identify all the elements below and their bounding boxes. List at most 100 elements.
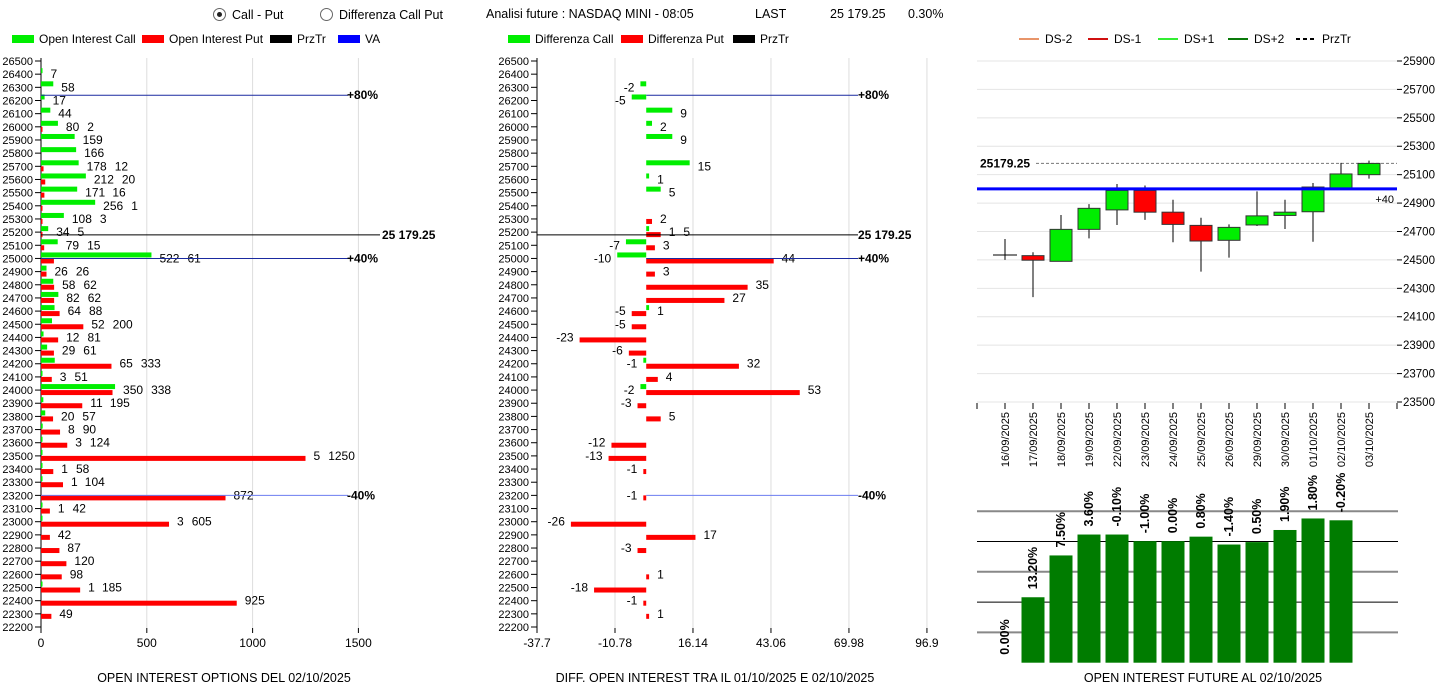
y-tick-label: 23000 xyxy=(2,517,33,529)
put-value-label: 120 xyxy=(74,554,94,568)
strike-value-labels: 79 15 xyxy=(66,238,101,252)
future-oi-bar xyxy=(1077,534,1101,663)
candle-body xyxy=(1301,186,1325,213)
radio-differenza[interactable]: Differenza Call Put xyxy=(320,8,443,22)
diff-call-label: 15 xyxy=(698,159,712,173)
candle-body xyxy=(1105,189,1129,211)
put-bar xyxy=(41,166,44,172)
y-tick-label: 22300 xyxy=(498,609,529,621)
diff-put-label: -26 xyxy=(548,515,566,529)
radio-differenza-label: Differenza Call Put xyxy=(339,8,443,22)
diff-call-label: 9 xyxy=(680,133,687,147)
call-value-label: 79 xyxy=(66,238,80,252)
diff-put-label: 1 xyxy=(657,607,664,621)
y-tick-label: 23900 xyxy=(2,398,33,410)
diff-negative-labels: -3 xyxy=(621,396,632,410)
y-tick-label: 23500 xyxy=(1403,397,1435,409)
strike-value-labels: 1 58 xyxy=(61,462,89,476)
put-value-label: 1250 xyxy=(328,449,355,463)
strike-value-labels: 1 185 xyxy=(88,581,122,595)
diff-positive-labels: 1 xyxy=(657,567,664,581)
y-tick-label: 24200 xyxy=(2,359,33,371)
strike-value-labels: 64 88 xyxy=(68,304,103,318)
y-tick-label: 24600 xyxy=(2,306,33,318)
bar-value-label: 0.00% xyxy=(998,619,1012,654)
y-tick-label: 24500 xyxy=(2,319,33,331)
call-bar xyxy=(41,397,44,403)
put-value-label: 16 xyxy=(112,186,126,200)
diff-put-bar xyxy=(631,311,647,317)
y-tick-label: 24900 xyxy=(1403,198,1435,210)
put-value-label: 1 xyxy=(131,199,138,213)
diff-put-bar xyxy=(646,613,650,619)
put-bar xyxy=(41,482,64,488)
candle-body xyxy=(1273,211,1297,216)
x-tick-label: 0 xyxy=(38,636,45,650)
put-value-label: 58 xyxy=(76,462,90,476)
strike-value-labels: 12 81 xyxy=(66,330,101,344)
candle-body xyxy=(1161,211,1185,225)
diff-call-label: 5 xyxy=(669,186,676,200)
diff-negative-labels: -18 xyxy=(571,581,589,595)
call-value-label: 171 xyxy=(85,186,105,200)
put-bar xyxy=(41,508,50,514)
call-bar xyxy=(41,410,46,416)
future-oi-bar xyxy=(1133,541,1157,663)
put-value-label: 20 xyxy=(122,172,136,186)
diff-negative-labels: -5 xyxy=(615,304,626,318)
put-value-label: 62 xyxy=(88,291,102,305)
radio-call-put[interactable]: Call - Put xyxy=(213,8,283,22)
diff-put-bar xyxy=(646,363,739,369)
chart-title: OPEN INTEREST OPTIONS DEL 02/10/2025 xyxy=(97,671,351,685)
diff-put-bar xyxy=(631,324,647,330)
legend-diff-put-swatch xyxy=(621,35,643,43)
legend-prztr-label: PrzTr xyxy=(1322,32,1351,46)
x-tick-label: -10.78 xyxy=(598,636,632,650)
call-bar xyxy=(41,226,49,232)
y-tick-label: 23200 xyxy=(498,490,529,502)
y-tick-label: 25500 xyxy=(498,188,529,200)
candle-body xyxy=(1357,162,1381,176)
va-label: +40% xyxy=(858,251,889,265)
legend-va-label: VA xyxy=(365,32,380,46)
y-tick-label: 22200 xyxy=(498,622,529,634)
put-bar xyxy=(41,376,52,382)
diff-positive-labels: 5 xyxy=(669,409,676,423)
diff-put-label: 3 xyxy=(663,265,670,279)
y-tick-label: 25000 xyxy=(498,253,529,265)
candle-body xyxy=(1133,189,1157,213)
diff-put-label: 27 xyxy=(732,291,746,305)
y-tick-label: 24500 xyxy=(1403,255,1435,267)
y-tick-label: 26000 xyxy=(2,122,33,134)
y-tick-label: 26200 xyxy=(2,95,33,107)
candle-body xyxy=(1077,207,1101,230)
put-value-label: 185 xyxy=(102,581,122,595)
y-tick-label: 22700 xyxy=(2,556,33,568)
diff-put-label: 2 xyxy=(660,212,667,226)
diff-put-label: -12 xyxy=(588,436,606,450)
diff-call-label: 2 xyxy=(660,120,667,134)
x-tick-label: 19/09/2025 xyxy=(1084,412,1096,467)
strike-value-labels: 87 xyxy=(67,541,81,555)
strike-value-labels: 3 605 xyxy=(177,515,212,529)
y-tick-label: 24900 xyxy=(2,267,33,279)
strike-value-labels: 108 3 xyxy=(72,212,107,226)
call-value-label: 44 xyxy=(58,107,72,121)
call-bar xyxy=(41,449,43,455)
call-bar xyxy=(41,370,43,376)
y-tick-label: 23400 xyxy=(498,464,529,476)
strike-value-labels: 159 xyxy=(83,133,103,147)
candle-body xyxy=(1217,226,1241,241)
legend-przTr-swatch xyxy=(733,35,755,43)
diff-call-bar xyxy=(631,94,647,100)
diff-call-label: -2 xyxy=(624,80,635,94)
diff-call-label: 1 xyxy=(657,172,664,186)
strike-value-labels: 34 5 xyxy=(56,225,84,239)
y-tick-label: 23800 xyxy=(498,411,529,423)
bar-value-label: -1.00% xyxy=(1138,494,1152,534)
y-tick-label: 23900 xyxy=(498,398,529,410)
diff-positive-labels: 17 xyxy=(703,528,717,542)
put-bar xyxy=(41,455,306,461)
diff-put-bar xyxy=(643,469,647,475)
y-tick-label: 25700 xyxy=(2,161,33,173)
